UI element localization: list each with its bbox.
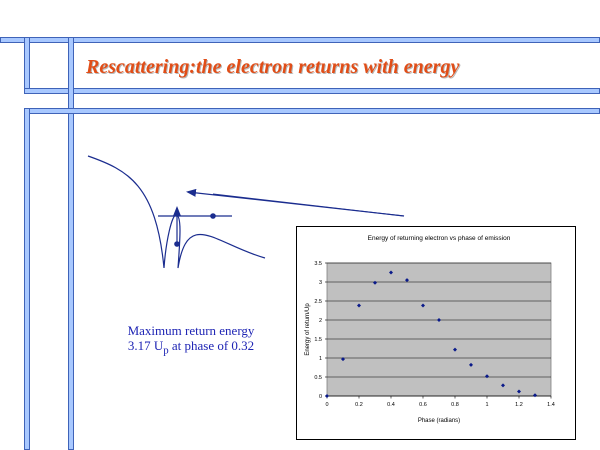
caption-line-2: 3.17 Up at phase of 0.32 (106, 338, 276, 359)
y-tick-label: 0.5 (314, 375, 322, 381)
plot-area (326, 262, 552, 397)
data-point (437, 318, 441, 322)
data-point (357, 303, 361, 308)
data-point (485, 374, 489, 379)
electron-bound-dot (174, 241, 180, 247)
x-tick-label: 0 (325, 402, 328, 408)
energy-phase-chart: Energy of returning electron vs phase of… (305, 235, 555, 424)
chart-panel: Energy of returning electron vs phase of… (296, 226, 576, 440)
y-tick-label: 3 (319, 280, 322, 286)
data-point (341, 357, 345, 362)
data-point (405, 278, 409, 283)
y-tick-label: 1 (319, 356, 322, 362)
x-tick-label: 0.8 (451, 402, 459, 408)
y-tick-label: 3.5 (314, 261, 322, 267)
data-point (421, 303, 425, 308)
chart-title: Energy of returning electron vs phase of… (368, 235, 511, 242)
y-tick-label: 2 (319, 318, 322, 324)
caption-phase-text: at phase of 0.32 (168, 338, 255, 353)
data-point (533, 393, 537, 398)
y-tick-label: 2.5 (314, 299, 322, 305)
data-point (389, 270, 393, 275)
y-tick-label: 0 (319, 394, 322, 400)
y-tick-label: 1.5 (314, 337, 322, 343)
data-point (325, 394, 329, 398)
x-axis-label: Phase (radians) (418, 418, 460, 424)
x-tick-label: 0.6 (419, 402, 427, 408)
max-energy-caption: Maximum return energy 3.17 Up at phase o… (106, 323, 276, 359)
caption-subscript: p (163, 344, 169, 357)
electron-free-dot (210, 213, 216, 219)
x-tick-label: 1.4 (547, 402, 555, 408)
data-point (517, 389, 521, 394)
slide-title: Rescattering:the electron returns with e… (86, 56, 460, 78)
data-point (469, 362, 473, 367)
y-axis-label: Energy of return/Up (305, 303, 311, 356)
x-tick-label: 0.2 (355, 402, 363, 408)
x-tick-label: 1 (485, 402, 488, 408)
x-tick-label: 0.4 (387, 402, 395, 408)
x-tick-label: 1.2 (515, 402, 523, 408)
data-point (373, 280, 377, 285)
data-point (501, 383, 505, 388)
caption-line-1: Maximum return energy (127, 323, 255, 338)
caption-energy-value: 3.17 U (127, 338, 164, 353)
data-point (453, 347, 457, 352)
trajectory-upper-edge (212, 193, 405, 217)
